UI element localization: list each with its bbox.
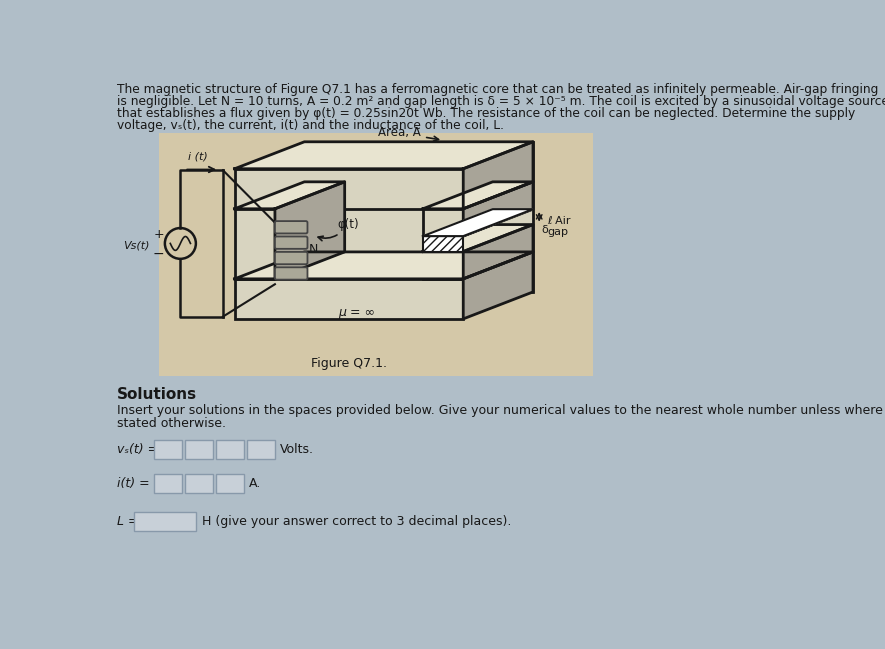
Text: Vs(t): Vs(t): [123, 241, 150, 251]
Text: A.: A.: [249, 477, 261, 490]
Bar: [423, 209, 463, 236]
Bar: [216, 474, 244, 493]
Text: stated otherwise.: stated otherwise.: [117, 417, 226, 430]
Text: φ(t): φ(t): [318, 217, 358, 241]
Polygon shape: [235, 141, 533, 169]
Text: μ = ∞: μ = ∞: [338, 306, 375, 319]
Text: L =: L =: [117, 515, 138, 528]
Bar: [235, 209, 275, 279]
Text: δ: δ: [542, 225, 549, 236]
Bar: [134, 512, 196, 532]
Text: Figure Q7.1.: Figure Q7.1.: [311, 357, 387, 370]
Text: N: N: [309, 243, 319, 256]
Bar: [423, 252, 463, 279]
Bar: [158, 133, 593, 376]
Text: i (t): i (t): [188, 151, 208, 161]
Text: ℓ Air
gap: ℓ Air gap: [547, 215, 571, 238]
Text: The magnetic structure of Figure Q7.1 has a ferromagnetic core that can be treat: The magnetic structure of Figure Q7.1 ha…: [117, 82, 878, 95]
Polygon shape: [423, 225, 533, 252]
FancyBboxPatch shape: [275, 252, 307, 264]
Text: vₛ(t) =: vₛ(t) =: [117, 443, 158, 456]
Polygon shape: [463, 225, 533, 279]
Text: H (give your answer correct to 3 decimal places).: H (give your answer correct to 3 decimal…: [202, 515, 512, 528]
Bar: [185, 474, 213, 493]
Polygon shape: [423, 182, 533, 209]
Polygon shape: [275, 182, 344, 279]
Text: that establishes a flux given by φ(t) = 0.25sin20t Wb. The resistance of the coi: that establishes a flux given by φ(t) = …: [117, 107, 855, 120]
Text: +: +: [153, 228, 164, 241]
FancyBboxPatch shape: [275, 221, 307, 234]
Polygon shape: [463, 252, 533, 319]
Bar: [154, 474, 182, 493]
Text: is negligible. Let N = 10 turns, A = 0.2 m² and gap length is δ = 5 × 10⁻⁵ m. Th: is negligible. Let N = 10 turns, A = 0.2…: [117, 95, 885, 108]
Text: Area, A: Area, A: [378, 127, 439, 141]
Polygon shape: [235, 252, 533, 279]
Bar: [154, 440, 182, 459]
Bar: [423, 236, 463, 252]
Polygon shape: [463, 182, 533, 236]
Text: Solutions: Solutions: [117, 387, 197, 402]
Text: i(t) =: i(t) =: [117, 477, 150, 490]
Bar: [304, 141, 533, 292]
Bar: [235, 279, 463, 319]
Text: Insert your solutions in the spaces provided below. Give your numerical values t: Insert your solutions in the spaces prov…: [117, 404, 882, 417]
Polygon shape: [235, 182, 344, 209]
Bar: [185, 440, 213, 459]
Polygon shape: [423, 209, 533, 236]
Polygon shape: [463, 141, 533, 209]
Bar: [216, 440, 244, 459]
FancyBboxPatch shape: [275, 267, 307, 280]
Bar: [235, 169, 463, 209]
Text: voltage, vₛ(t), the current, i(t) and the inductance of the coil, L.: voltage, vₛ(t), the current, i(t) and th…: [117, 119, 504, 132]
FancyBboxPatch shape: [275, 236, 307, 249]
Text: Volts.: Volts.: [280, 443, 313, 456]
Bar: [247, 440, 275, 459]
Text: −: −: [153, 247, 165, 261]
